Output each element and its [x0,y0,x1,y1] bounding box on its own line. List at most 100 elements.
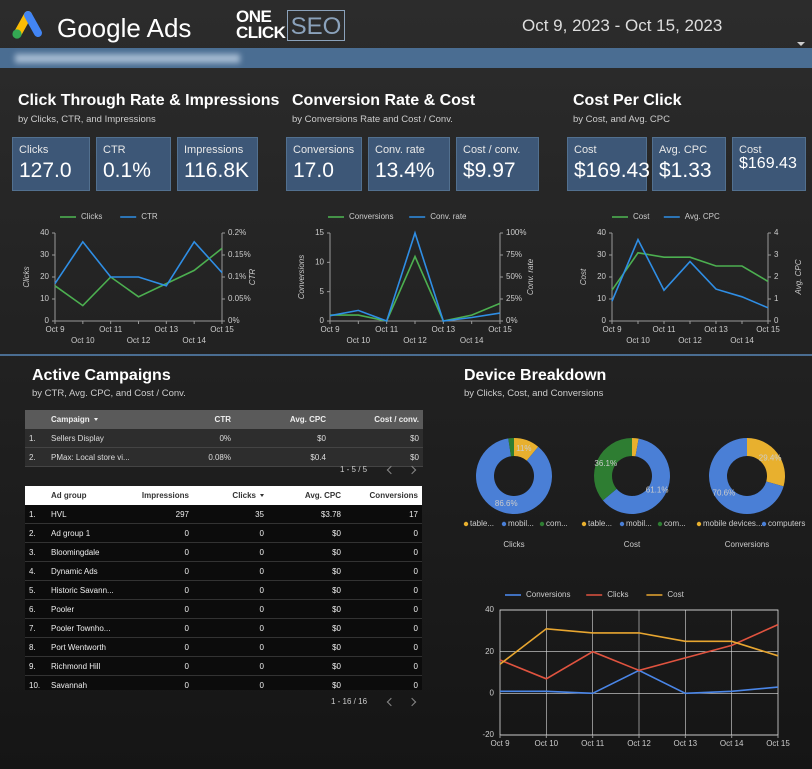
table-cell: 0 [120,581,193,600]
x-tick-label: Oct 12 [678,336,702,345]
x-tick-label: Oct 15 [766,739,790,748]
table-cell: 0 [345,543,422,562]
scorecard: Cost $169.43 [732,137,806,191]
y-tick-label: 30 [40,250,49,259]
x-tick-label: Oct 12 [627,739,651,748]
table-cell: 0 [345,638,422,657]
table-cell: 0 [193,543,268,562]
table-cell: 1. [25,505,47,524]
sort-icon[interactable] [93,418,98,422]
donut-title: Conversions [725,540,769,549]
table-cell: 2. [25,524,47,543]
legend-label: Clicks [607,590,628,599]
scorecard: Avg. CPC $1.33 [652,137,726,191]
table-cell: 4. [25,562,47,581]
scorecard: Cost / conv. $9.97 [456,137,539,191]
table-cell: Ad group 1 [47,524,120,543]
legend-dot [539,521,545,527]
y-tick-label: 20 [40,272,49,281]
table-cell: 0 [345,581,422,600]
y2-tick-label: 0% [228,316,240,325]
series-line [611,237,769,309]
table-cell: 0 [193,524,268,543]
legend-label: com... [546,519,568,528]
section-title: Click Through Rate & Impressions [18,92,280,109]
x-tick-label: Oct 10 [626,336,650,345]
slice-label: 70.6% [713,489,736,498]
section-title: Active Campaigns [32,367,171,384]
column-header[interactable]: Campaign [47,410,175,429]
slice-label: 11% [516,444,531,453]
table-cell: 35 [193,505,268,524]
divider [0,354,812,356]
x-tick-label: Oct 10 [535,739,559,748]
section-title: Conversion Rate & Cost [292,92,476,109]
sort-icon[interactable] [260,494,264,498]
column-header[interactable]: Clicks [193,486,268,505]
y2-axis-title: CTR [248,269,257,286]
table-cell: 0 [193,657,268,676]
x-tick-label: Oct 15 [210,325,234,334]
donut-slice [602,438,670,515]
x-tick-label: Oct 15 [756,325,780,334]
scorecard-label: CTR [103,144,126,156]
legend-dot [619,521,625,527]
scorecard-value: $1.33 [659,159,712,182]
table-cell: 7. [25,619,47,638]
date-range[interactable]: Oct 9, 2023 - Oct 15, 2023 [522,16,723,35]
table-cell: 297 [120,505,193,524]
y-tick-label: 10 [315,257,324,266]
table-cell: 0 [120,562,193,581]
y-tick-label: 40 [597,228,606,237]
series-line [54,240,223,287]
x-tick-label: Oct 13 [704,325,728,334]
legend-label: Conv. rate [430,212,467,221]
column-header: Impressions [120,486,193,505]
x-tick-label: Oct 13 [432,325,456,334]
scorecard-label: Cost [739,144,762,156]
scorecard-label: Impressions [184,144,244,156]
legend-dot [581,521,587,527]
y2-tick-label: 0.15% [228,250,251,259]
x-tick-label: Oct 9 [490,739,510,748]
table-cell: 0 [193,600,268,619]
table-cell: 17 [345,505,422,524]
table-cell: Richmond Hill [47,657,120,676]
logo-box: SEO [287,10,345,41]
scorecard-value: 116.8K [184,159,249,182]
table-cell: $0 [268,600,345,619]
scorecard: CTR 0.1% [96,137,171,191]
legend-label: mobile devices... [703,519,763,528]
y-tick-label: 40 [40,228,49,237]
table-cell: 0 [193,581,268,600]
dropdown-icon[interactable] [797,42,805,46]
table-cell: 0 [193,619,268,638]
table-cell: $0.4 [235,448,330,467]
y-axis-title: Cost [579,268,588,285]
table-cell: 0 [193,562,268,581]
table-cell: 0 [345,657,422,676]
donut-slice [747,438,786,487]
table-cell: 0 [345,619,422,638]
donut-title: Clicks [503,540,524,549]
table: Campaign CTR Avg. CPC Cost / conv. 1. Sellers… [25,410,423,467]
column-header: Avg. CPC [235,410,330,429]
table-cell: 6. [25,600,47,619]
table-cell: Dynamic Ads [47,562,120,581]
scorecard-label: Cost [574,144,597,156]
y-tick-label: -20 [482,730,494,739]
legend-label: Cost [633,212,650,221]
blurred-text [15,54,240,63]
y-tick-label: 20 [485,647,494,656]
series-line [611,251,769,291]
y2-tick-label: 0 [774,316,779,325]
legend-label: Cost [667,590,684,599]
table-cell: $0 [268,619,345,638]
table-cell: 3. [25,543,47,562]
column-header: Ad group [47,486,120,505]
x-tick-label: Oct 12 [403,336,427,345]
scorecard-value: 0.1% [103,159,151,182]
series-line [329,230,501,323]
y-tick-label: 0 [490,688,495,697]
scorecard-label: Avg. CPC [659,144,708,156]
